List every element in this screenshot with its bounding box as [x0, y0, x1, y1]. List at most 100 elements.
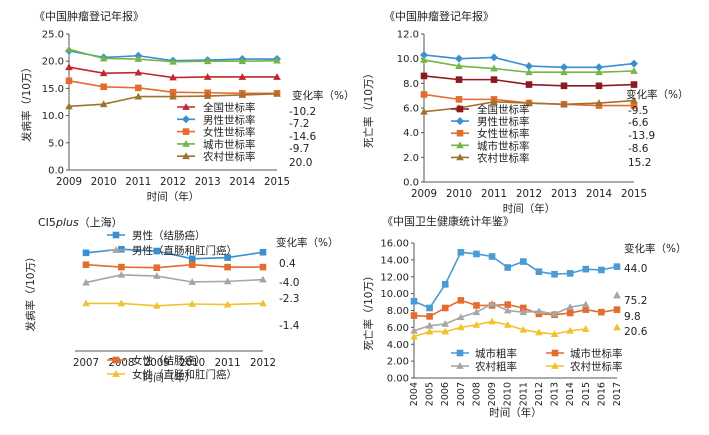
change-rate-value: -8.6 [628, 143, 649, 155]
series-3 [82, 261, 267, 271]
data-point [525, 99, 533, 106]
y-tick-label: 20.0 [42, 57, 64, 68]
legend-label: 女性世标率 [203, 126, 256, 139]
change-rate-header: 变化率（%） [626, 88, 688, 101]
y-tick-label: 14.00 [380, 255, 409, 266]
legend-marker [182, 103, 190, 110]
data-point [203, 57, 212, 65]
data-point [630, 59, 638, 68]
series-2 [420, 50, 638, 72]
chart-title: 《中国肿瘤登记年报》 [384, 9, 494, 23]
data-point [65, 77, 73, 85]
x-tick-label: 2010 [179, 358, 205, 369]
y-tick-label: 10.0 [397, 54, 419, 65]
data-point [566, 326, 574, 334]
y-tick-label: 8.0 [403, 79, 419, 90]
data-point [99, 100, 108, 108]
x-tick-label: 2011 [215, 358, 241, 369]
change-rate-value: 20.0 [289, 157, 312, 169]
end-point-marker [613, 323, 621, 331]
series-5 [65, 89, 281, 110]
x-tick-label: 2007 [456, 382, 467, 406]
change-rate-value: -7.2 [289, 118, 310, 130]
data-point [488, 299, 496, 307]
legend-marker [551, 349, 559, 357]
data-point [535, 268, 543, 275]
data-point [118, 263, 125, 271]
data-point [238, 57, 247, 65]
x-tick-label: 2015 [581, 382, 592, 406]
data-point [560, 82, 568, 90]
data-point [472, 308, 481, 316]
data-point [488, 253, 496, 260]
data-point [238, 73, 247, 80]
data-point [425, 327, 434, 335]
series-4 [65, 45, 281, 65]
data-point [457, 297, 465, 304]
data-point [630, 96, 638, 104]
x-axis-label: 时间（年） [489, 406, 542, 419]
series-line [85, 263, 263, 269]
y-tick-label: 6.0 [403, 104, 419, 115]
y-tick-label: 6.00 [387, 323, 409, 334]
series-2 [82, 270, 267, 286]
data-point [420, 50, 428, 59]
legend-label: 城市粗率 [475, 347, 517, 360]
data-point [410, 332, 418, 340]
x-tick-label: 2007 [73, 358, 99, 369]
change-rate-value: -9.5 [628, 105, 649, 117]
change-rate-value: -1.4 [279, 320, 300, 332]
chart-title: 《中国卫生健康统计年鉴》 [382, 214, 514, 228]
data-point [566, 303, 574, 311]
series-2 [410, 297, 621, 320]
data-point [420, 91, 428, 98]
series-line [413, 320, 586, 338]
data-point [535, 307, 543, 315]
data-point [613, 263, 621, 270]
legend-label: 男性（结肠癌） [132, 229, 206, 242]
legend-label: 农村世标率 [477, 151, 530, 164]
series-line [85, 274, 264, 284]
data-point [82, 278, 90, 286]
y-tick-label: 0.00 [387, 374, 409, 385]
data-point [259, 299, 267, 307]
data-point [135, 84, 142, 92]
data-point [566, 270, 574, 277]
data-point [613, 306, 621, 313]
x-tick-label: 2005 [425, 382, 436, 406]
legend-label: 女性（结肠癌） [132, 354, 206, 367]
x-tick-label: 2012 [250, 358, 276, 369]
x-tick-label: 2010 [91, 177, 117, 188]
change-rate-header: 变化率（%） [292, 89, 354, 102]
y-axis-label: 发病率（/10万） [24, 252, 37, 332]
data-point [550, 309, 559, 317]
data-point [519, 308, 528, 316]
data-point [99, 54, 108, 62]
data-point [455, 54, 463, 63]
data-point [630, 102, 638, 109]
data-point [550, 330, 559, 338]
data-point [630, 67, 638, 74]
series-4 [410, 317, 621, 340]
change-rate-value: 15.2 [628, 157, 651, 169]
x-tick-label: 2004 [409, 382, 420, 406]
data-point [504, 301, 511, 308]
y-tick-label: 25.0 [42, 30, 64, 41]
data-point [65, 45, 73, 53]
x-tick-label: 2014 [586, 189, 612, 200]
data-point [525, 81, 533, 88]
change-rate-value: 9.8 [624, 311, 641, 323]
data-point [169, 92, 177, 100]
data-point [595, 82, 603, 90]
legend-marker [456, 153, 464, 161]
data-point [410, 312, 418, 319]
data-point [582, 306, 590, 313]
data-point [503, 320, 512, 328]
data-point [598, 266, 605, 274]
chart-title: 《中国肿瘤登记年报》 [34, 9, 144, 23]
data-point [134, 68, 143, 76]
data-point [595, 99, 603, 106]
x-tick-label: 2014 [565, 382, 576, 406]
legend-label: 男性世标率 [203, 113, 256, 126]
